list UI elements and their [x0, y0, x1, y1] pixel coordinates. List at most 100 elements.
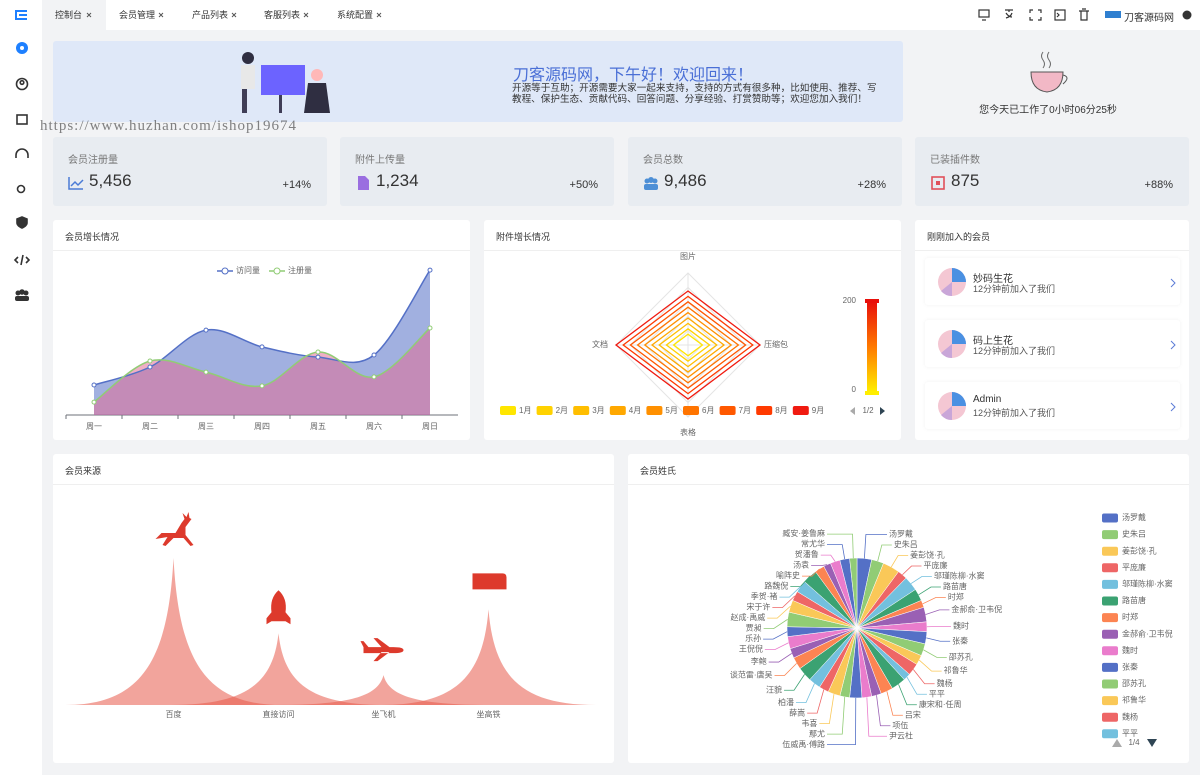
tab[interactable]: 客服列表 — [264, 10, 301, 20]
category-label: 百度 — [166, 709, 182, 719]
nav-config[interactable] — [16, 184, 26, 194]
label-line — [763, 619, 788, 630]
legend-swatch — [1102, 546, 1118, 556]
sidebar — [0, 0, 42, 775]
tab-close[interactable] — [303, 12, 309, 18]
slice-label: 乐孙 — [745, 633, 761, 643]
chevron — [1170, 278, 1176, 288]
legend-label: 5月 — [665, 406, 677, 415]
legend-label: 访问量 — [236, 265, 260, 275]
slice-label: 汤袁 — [793, 560, 809, 570]
nav-product[interactable] — [16, 114, 28, 125]
tab-close[interactable] — [231, 12, 237, 18]
nav-code[interactable] — [13, 254, 31, 266]
label-line — [910, 576, 932, 584]
legend-label: 平平 — [1122, 729, 1138, 738]
slice-label: 邵苏孔 — [949, 651, 973, 661]
legend-label: 邵苏孔 — [1122, 678, 1146, 688]
tab[interactable]: 产品列表 — [192, 10, 229, 20]
nav-security[interactable] — [16, 216, 28, 229]
slice-label: 张秦 — [952, 635, 968, 645]
member-note: 12分钟前加入了我们 — [973, 408, 1056, 418]
chevron — [1170, 402, 1176, 412]
radar-series — [622, 295, 754, 395]
tab[interactable]: 会员管理 — [119, 10, 156, 20]
nav-dashboard[interactable] — [16, 42, 28, 54]
cup-icon — [1030, 51, 1068, 93]
slice-label: 臧安·姜鲁麻 — [782, 528, 825, 538]
terminal-icon[interactable] — [1054, 9, 1066, 21]
member-item[interactable]: Admin 12分钟前加入了我们 — [925, 382, 1180, 429]
active-tab-bg — [42, 0, 106, 30]
monitor-icon[interactable] — [978, 9, 990, 21]
label-line — [819, 694, 835, 725]
card-title: 会员姓氏 — [640, 466, 677, 476]
stat-icon — [358, 176, 369, 190]
settings-icon[interactable] — [1182, 10, 1192, 20]
label-line — [923, 649, 947, 658]
label-line — [866, 697, 887, 737]
point — [315, 349, 321, 355]
tab[interactable]: 控制台 — [55, 10, 83, 20]
fullscreen-icon[interactable] — [1029, 9, 1042, 21]
legend-swatch — [1102, 646, 1118, 656]
point — [427, 325, 433, 331]
point — [91, 382, 97, 388]
slice-label: 项伍 — [892, 720, 908, 730]
radar-series — [665, 327, 711, 363]
point — [315, 354, 321, 360]
tab-close[interactable] — [86, 12, 92, 18]
welcome-illustration — [241, 52, 330, 113]
slice-label: 汪貌 — [766, 684, 782, 694]
visual-map — [867, 302, 877, 392]
point — [371, 374, 377, 380]
site-logo — [1105, 11, 1121, 18]
slice-label: 吕宋 — [905, 709, 921, 719]
trash-icon[interactable] — [1079, 8, 1089, 21]
legend-swatch — [646, 406, 663, 415]
category-label: 直接访问 — [263, 709, 295, 719]
legend-next — [1147, 739, 1157, 747]
site-name[interactable]: 刀客源码网 — [1124, 13, 1174, 24]
card-title: 会员增长情况 — [65, 232, 120, 242]
person — [304, 83, 330, 113]
member-item[interactable]: 妙码生花 12分钟前加入了我们 — [925, 258, 1180, 305]
member-item[interactable]: 码上生花 12分钟前加入了我们 — [925, 320, 1180, 367]
slice-label: 路魏倪 — [764, 581, 788, 591]
member-name: Admin — [973, 394, 1002, 405]
label-line — [774, 663, 797, 676]
stat-icon — [68, 177, 84, 190]
work-time: 您今天已工作了0小时06分25秒 — [979, 105, 1117, 116]
stat-card: 附件上传量 1,234 +50% — [340, 137, 614, 206]
legend-label: 9月 — [812, 406, 824, 415]
tab[interactable]: 系统配置 — [337, 10, 374, 20]
menu-toggle[interactable] — [15, 10, 27, 20]
slice-label: 汤罗戴 — [889, 529, 913, 539]
legend-swatch — [1102, 629, 1118, 639]
slice-label: 李鲍 — [751, 656, 767, 666]
stand — [279, 95, 282, 113]
slice-label: 史朱吕 — [894, 539, 918, 549]
radar-series — [650, 317, 726, 373]
slice-label: 鄢尤 — [809, 728, 825, 738]
person — [241, 65, 255, 89]
slice-label: 平庞廉 — [923, 560, 947, 570]
label-line — [890, 555, 909, 568]
translate-icon[interactable] — [1005, 9, 1013, 19]
tab-close-icons — [86, 12, 382, 18]
x-tick-label: 周二 — [142, 422, 158, 431]
legend-swatch — [609, 406, 626, 415]
point — [147, 364, 153, 370]
person — [242, 52, 254, 64]
nav-service[interactable] — [15, 148, 29, 158]
tab-close[interactable] — [158, 12, 164, 18]
card-title: 附件增长情况 — [496, 232, 551, 242]
legend-swatch — [1102, 530, 1118, 540]
label-line — [913, 669, 935, 685]
nav-group[interactable] — [15, 289, 29, 301]
nav-member[interactable] — [15, 77, 29, 91]
avatar — [938, 392, 966, 421]
tab-close[interactable] — [376, 12, 382, 18]
source-icon — [155, 512, 194, 546]
